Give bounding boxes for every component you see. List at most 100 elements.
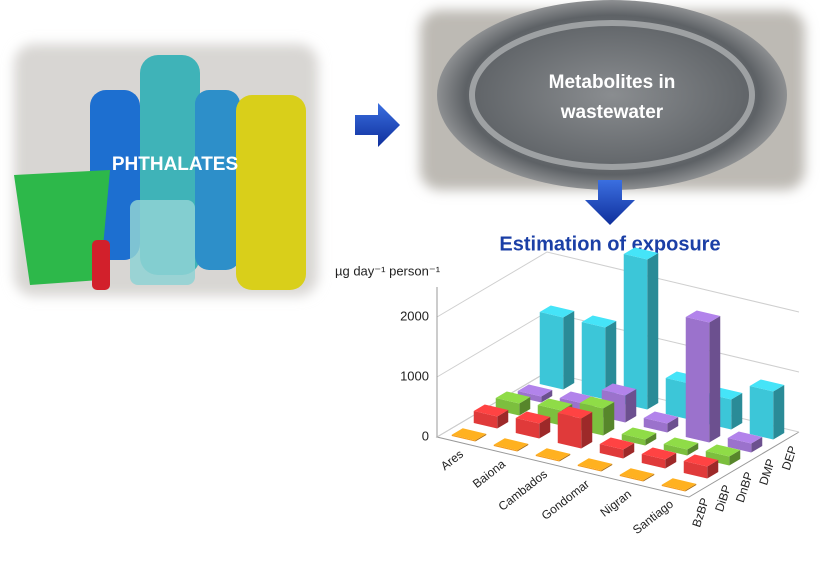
series-label: DnBP	[733, 470, 756, 504]
bar-front	[451, 434, 476, 442]
y-axis-label: µg day⁻¹ person⁻¹	[335, 263, 441, 278]
bar-top	[599, 437, 635, 450]
bar-front	[557, 412, 582, 449]
bar-top	[663, 437, 699, 450]
bar	[577, 458, 613, 472]
bar	[749, 379, 785, 440]
photo-label: PHTHALATES	[112, 154, 238, 175]
bar-top	[535, 448, 571, 461]
bar-front	[599, 443, 624, 459]
x-tick-label: Cambados	[496, 467, 550, 514]
grid-line	[436, 311, 800, 378]
bar-front	[727, 437, 752, 453]
bar-top	[621, 427, 657, 440]
y-tick-label: 1000	[400, 368, 429, 383]
bar-front	[663, 443, 688, 456]
series-label: BzBP	[689, 496, 712, 529]
bar-side	[667, 417, 679, 433]
bar	[473, 404, 509, 429]
bar-front	[515, 417, 540, 439]
bar-side	[645, 433, 657, 446]
bar-side	[773, 385, 785, 440]
bar-top	[577, 458, 613, 471]
x-tick-label: Gondomar	[539, 477, 592, 523]
bar-side	[709, 316, 721, 443]
bar-top	[495, 391, 531, 404]
bar-top	[643, 411, 679, 424]
bar-front	[685, 316, 710, 443]
bar	[727, 431, 763, 453]
bar	[705, 444, 741, 466]
bar	[643, 411, 679, 433]
bar-side	[541, 390, 553, 403]
bar	[683, 454, 719, 479]
bar-top	[623, 247, 659, 260]
heading: Estimation of exposure	[499, 233, 720, 255]
bar-front	[473, 410, 498, 429]
bar	[451, 428, 487, 442]
bar-top	[451, 428, 487, 441]
bar-top	[705, 444, 741, 457]
bar-side	[665, 453, 677, 469]
bar-front	[577, 464, 602, 472]
series-label: DiBP	[712, 483, 734, 513]
bar	[663, 437, 699, 456]
photo-label: wastewater	[560, 102, 664, 123]
bar-side	[625, 389, 637, 423]
bar-front	[619, 474, 644, 482]
bar-front	[705, 450, 730, 466]
bar-top	[517, 384, 553, 397]
bar-front	[535, 454, 560, 462]
manhole-photo: Metabolites in wastewater	[420, 0, 805, 190]
bar	[557, 406, 593, 449]
x-tick-label: Santiago	[630, 497, 676, 537]
arrow	[355, 103, 400, 147]
bar-front	[493, 444, 518, 452]
bar-top	[539, 305, 575, 318]
bar	[621, 427, 657, 446]
bar-side	[563, 311, 575, 390]
bar-front	[749, 385, 774, 440]
bar-top	[685, 310, 721, 323]
bar-top	[619, 468, 655, 481]
bar	[661, 478, 697, 492]
bar-front	[641, 453, 666, 469]
bar-side	[497, 410, 509, 429]
bar	[641, 447, 677, 469]
x-tick-label: Ares	[438, 447, 466, 473]
bar-side	[605, 321, 617, 400]
bar-top	[557, 406, 593, 419]
bar-top	[537, 398, 573, 411]
bar-front	[623, 253, 648, 410]
x-tick-label: Baiona	[470, 457, 508, 491]
x-tick-label: Nigran	[598, 487, 634, 520]
bar-top	[683, 454, 719, 467]
bar-side	[603, 402, 615, 436]
bar-side	[707, 460, 719, 479]
bar-side	[517, 443, 529, 452]
bar-front	[683, 460, 708, 479]
bar	[685, 310, 721, 443]
bar-side	[475, 433, 487, 442]
bar-top	[727, 431, 763, 444]
y-tick-label: 2000	[400, 308, 429, 323]
bar-top	[601, 383, 637, 396]
bar-side	[519, 397, 531, 416]
bar-front	[539, 311, 564, 390]
bar	[539, 305, 575, 390]
grid-line	[436, 251, 800, 318]
bar-front	[661, 484, 686, 492]
bar-top	[579, 396, 615, 409]
bar-side	[685, 483, 697, 492]
bar	[581, 315, 617, 400]
bar-top	[749, 379, 785, 392]
bar-front	[517, 390, 542, 403]
arrow	[585, 180, 635, 225]
bar-side	[647, 253, 659, 410]
bar-side	[559, 453, 571, 462]
bar-side	[581, 412, 593, 449]
series-label: DMP	[756, 457, 778, 487]
bar-top	[641, 447, 677, 460]
bar-top	[515, 411, 551, 424]
